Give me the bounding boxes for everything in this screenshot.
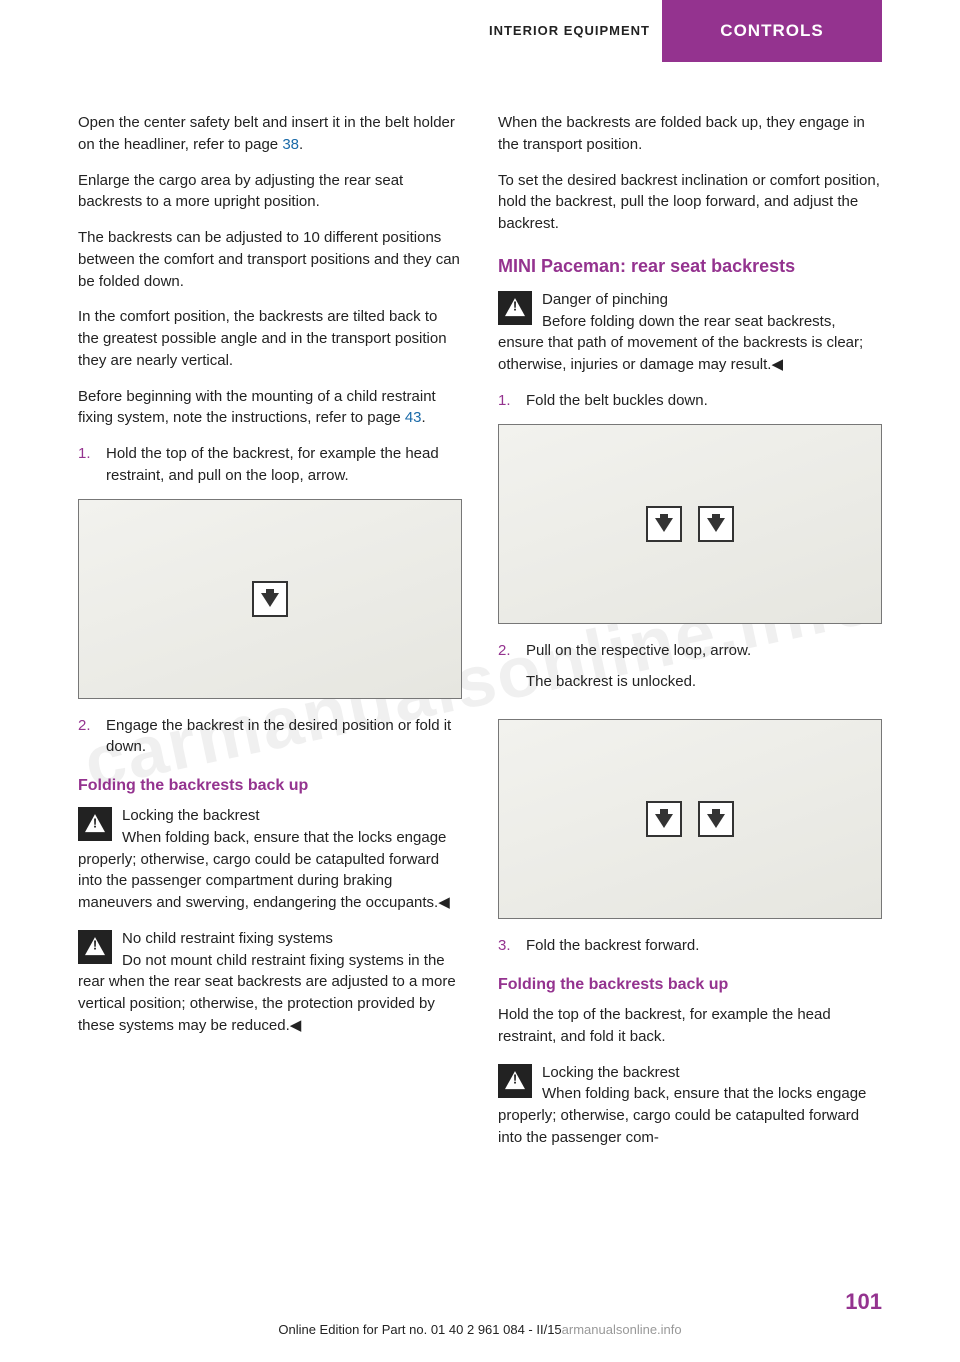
warning-body: Do not mount child restraint fixing syst…	[78, 952, 456, 1034]
footer-suffix: armanualsonline.info	[562, 1322, 682, 1337]
list-text: Pull on the respective loop, arrow. The …	[526, 640, 882, 708]
paragraph: Open the center safety belt and insert i…	[78, 112, 462, 156]
figure-arrows	[638, 801, 742, 837]
paragraph: In the comfort position, the backrests a…	[78, 306, 462, 371]
list-text: Hold the top of the backrest, for exampl…	[106, 443, 462, 487]
footer-text: Online Edition for Part no. 01 40 2 961 …	[0, 1321, 960, 1340]
list-number: 2.	[78, 715, 106, 759]
warning-icon	[498, 1064, 532, 1098]
right-column: When the backrests are folded back up, t…	[498, 112, 882, 1163]
paragraph: Hold the top of the backrest, for exampl…	[498, 1004, 882, 1048]
arrow-down-icon	[646, 801, 682, 837]
warning-title: No child restraint fixing systems	[122, 930, 333, 947]
paragraph: Before beginning with the mounting of a …	[78, 386, 462, 430]
list-number: 1.	[78, 443, 106, 487]
page-link-43[interactable]: 43	[405, 409, 422, 426]
figure-cargo-loops	[498, 719, 882, 919]
footer-main: Online Edition for Part no. 01 40 2 961 …	[278, 1322, 561, 1337]
subheading-folding-back: Folding the backrests back up	[78, 774, 462, 797]
warning-icon	[78, 807, 112, 841]
warning-title: Locking the backrest	[542, 1064, 680, 1081]
arrow-down-icon	[698, 506, 734, 542]
subheading-folding-back: Folding the backrests back up	[498, 973, 882, 996]
figure-arrows	[244, 581, 296, 617]
warning-body: Before folding down the rear seat backre…	[498, 313, 863, 374]
list-item: 1. Fold the belt buckles down.	[498, 390, 882, 412]
figure-belt-buckles	[498, 424, 882, 624]
list-item: 1. Hold the top of the backrest, for exa…	[78, 443, 462, 487]
warning-block: No child restraint fixing systems Do not…	[78, 928, 462, 1037]
list-number: 1.	[498, 390, 526, 412]
text: .	[422, 409, 426, 426]
list-item: 3. Fold the backrest forward.	[498, 935, 882, 957]
warning-title: Danger of pinching	[542, 291, 668, 308]
warning-block: Danger of pinching Before folding down t…	[498, 289, 882, 376]
arrow-down-icon	[698, 801, 734, 837]
text: The backrest is unlocked.	[526, 671, 882, 693]
text: Before beginning with the mounting of a …	[78, 388, 436, 427]
figure-arrows	[638, 506, 742, 542]
list-text: Fold the backrest forward.	[526, 935, 882, 957]
heading-paceman-backrests: MINI Paceman: rear seat backrests	[498, 253, 882, 279]
paragraph: Enlarge the cargo area by adjusting the …	[78, 170, 462, 214]
paragraph: To set the desired backrest inclination …	[498, 170, 882, 235]
figure-seat-loop	[78, 499, 462, 699]
text: Open the center safety belt and insert i…	[78, 114, 455, 153]
list-number: 3.	[498, 935, 526, 957]
text: .	[299, 136, 303, 153]
page-header: INTERIOR EQUIPMENT CONTROLS	[0, 0, 960, 62]
header-section-label: INTERIOR EQUIPMENT	[489, 0, 650, 62]
page-link-38[interactable]: 38	[282, 136, 299, 153]
warning-title: Locking the backrest	[122, 807, 260, 824]
list-number: 2.	[498, 640, 526, 708]
warning-body: When folding back, ensure that the locks…	[78, 829, 450, 911]
header-tab-label: CONTROLS	[662, 0, 882, 62]
warning-icon	[78, 930, 112, 964]
warning-block: Locking the backrest When folding back, …	[498, 1062, 882, 1149]
text: Pull on the respective loop, arrow.	[526, 642, 751, 659]
paragraph: The backrests can be adjusted to 10 diff…	[78, 227, 462, 292]
list-text: Fold the belt buckles down.	[526, 390, 882, 412]
left-column: Open the center safety belt and insert i…	[78, 112, 462, 1163]
list-item: 2. Pull on the respective loop, arrow. T…	[498, 640, 882, 708]
paragraph: When the backrests are folded back up, t…	[498, 112, 882, 156]
list-item: 2. Engage the backrest in the desired po…	[78, 715, 462, 759]
page-content: Open the center safety belt and insert i…	[0, 62, 960, 1163]
list-text: Engage the backrest in the desired posit…	[106, 715, 462, 759]
arrow-down-icon	[252, 581, 288, 617]
warning-body: When folding back, ensure that the locks…	[498, 1085, 866, 1146]
arrow-down-icon	[646, 506, 682, 542]
warning-icon	[498, 291, 532, 325]
warning-block: Locking the backrest When folding back, …	[78, 805, 462, 914]
page-number: 101	[845, 1286, 882, 1318]
